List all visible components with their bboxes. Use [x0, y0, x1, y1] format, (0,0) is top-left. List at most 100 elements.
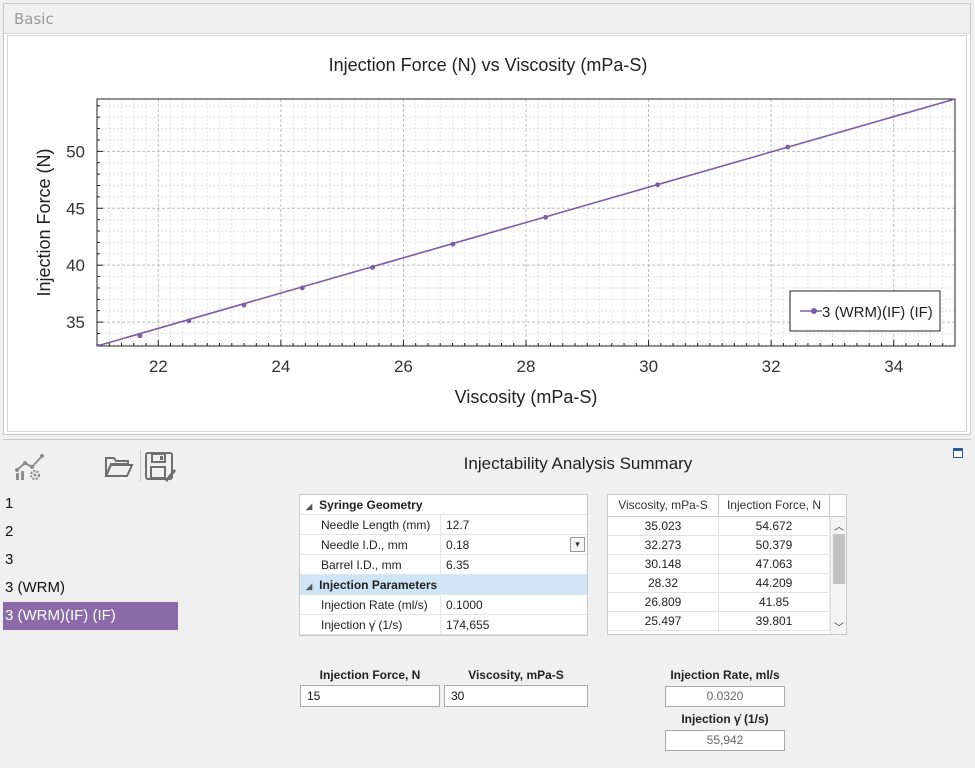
- chart-panel: Basic 22 24 26 28 30 32 34 35 40 45 50 Injection Fo…: [3, 3, 971, 435]
- table-row[interactable]: 30.148 47.063: [608, 555, 846, 574]
- column-header-force[interactable]: Injection Force, N: [719, 495, 830, 516]
- data-point: [655, 182, 661, 188]
- property-grid: ◢ Syringe Geometry Needle Length (mm) 12.…: [299, 494, 588, 636]
- category-injection-parameters[interactable]: ◢ Injection Parameters: [300, 575, 587, 595]
- x-tick-label: 30: [639, 357, 658, 376]
- y-axis-title: Injection Force (N): [34, 148, 54, 296]
- injection-rate-output: 0.0320: [665, 686, 785, 707]
- table-row[interactable]: 28.32 44.209: [608, 574, 846, 593]
- category-label: Injection Parameters: [319, 578, 438, 592]
- x-tick-label: 22: [149, 357, 168, 376]
- analysis-panel: Injectability Analysis Summary 1 2 3 3 (…: [3, 439, 971, 768]
- property-label: Needle I.D., mm: [300, 535, 441, 554]
- line-chart-gear-icon[interactable]: [13, 450, 47, 482]
- tab-basic[interactable]: Basic: [4, 4, 970, 34]
- needle-length-value[interactable]: 12.7: [446, 518, 470, 532]
- chevron-down-icon[interactable]: ▾: [570, 537, 585, 552]
- x-tick-label: 34: [884, 357, 903, 376]
- property-label: Needle Length (mm): [300, 515, 441, 534]
- data-table: Viscosity, mPa-S Injection Force, N 35.0…: [607, 494, 847, 635]
- save-edit-icon[interactable]: [143, 450, 177, 482]
- data-point: [785, 144, 791, 150]
- property-row[interactable]: Injection γ̇ (1/s) 174,655: [300, 615, 587, 635]
- table-cell: 54.672: [719, 517, 830, 535]
- line-chart: 22 24 26 28 30 32 34 35 40 45 50 Injection Force (N…: [34, 55, 956, 407]
- viscosity-label: Viscosity, mPa-S: [468, 668, 564, 682]
- needle-id-value[interactable]: 0.18 ▾: [441, 535, 587, 554]
- x-tick-label: 24: [271, 357, 290, 376]
- viscosity-input[interactable]: 30: [444, 685, 588, 707]
- property-row[interactable]: Barrel I.D., mm 6.35: [300, 555, 587, 575]
- data-point: [186, 318, 192, 324]
- table-row[interactable]: 26.809 41.85: [608, 593, 846, 612]
- category-syringe-geometry[interactable]: ◢ Syringe Geometry: [300, 495, 587, 515]
- table-cell: 47.063: [719, 555, 830, 573]
- property-row[interactable]: Injection Rate (ml/s) 0.1000: [300, 595, 587, 615]
- y-tick-label: 45: [66, 199, 85, 218]
- injection-shear-value[interactable]: 174,655: [446, 618, 490, 632]
- dataset-list: 1 2 3 3 (WRM) 3 (WRM)(IF) (IF): [3, 490, 178, 630]
- toolbar-divider: [140, 450, 141, 482]
- barrel-id-value[interactable]: 6.35: [446, 558, 470, 572]
- table-cell: 30.148: [608, 555, 719, 573]
- force-label: Injection Force, N: [319, 668, 421, 682]
- x-tick-label: 28: [517, 357, 536, 376]
- table-cell: 35.023: [608, 517, 719, 535]
- table-cell: 26.809: [608, 593, 719, 611]
- chart-area: 22 24 26 28 30 32 34 35 40 45 50 Injection Force (N…: [7, 35, 967, 432]
- collapse-triangle-icon[interactable]: ◢: [306, 582, 313, 591]
- table-cell: 28.32: [608, 574, 719, 592]
- vertical-scrollbar[interactable]: ︿ ﹀: [830, 517, 846, 634]
- y-tick-label: 40: [66, 256, 85, 275]
- data-point: [241, 302, 247, 308]
- data-point: [137, 333, 143, 339]
- list-item[interactable]: 2: [5, 523, 14, 540]
- scroll-up-icon[interactable]: ︿: [834, 522, 844, 533]
- scrollbar-thumb[interactable]: [833, 534, 845, 584]
- data-point: [299, 285, 305, 291]
- legend-marker: [811, 308, 817, 314]
- y-tick-label: 50: [66, 142, 85, 161]
- tab-basic-label: Basic: [14, 10, 54, 28]
- injection-shear-output: 55,942: [665, 730, 785, 751]
- data-point: [370, 265, 376, 270]
- folder-open-icon[interactable]: [103, 452, 135, 480]
- category-label: Syringe Geometry: [319, 498, 423, 512]
- x-tick-label: 26: [394, 357, 413, 376]
- table-cell: 44.209: [719, 574, 830, 592]
- list-item[interactable]: 3 (WRM): [5, 579, 65, 596]
- table-header: Viscosity, mPa-S Injection Force, N: [608, 495, 846, 517]
- shear-label: Injection γ̇ (1/s): [681, 712, 769, 726]
- property-row[interactable]: Needle Length (mm) 12.7: [300, 515, 587, 535]
- data-point: [450, 241, 456, 247]
- table-row[interactable]: 35.023 54.672: [608, 517, 846, 536]
- list-item[interactable]: 3: [5, 551, 14, 568]
- injection-rate-value[interactable]: 0.1000: [446, 598, 483, 612]
- data-point: [543, 214, 549, 220]
- property-label: Barrel I.D., mm: [300, 555, 441, 574]
- y-tick-label: 35: [66, 313, 85, 332]
- needle-id-text: 0.18: [446, 538, 470, 552]
- property-label: Injection γ̇ (1/s): [300, 615, 441, 634]
- table-cell: 32.273: [608, 536, 719, 554]
- list-item[interactable]: 1: [5, 495, 14, 512]
- scroll-down-icon[interactable]: ﹀: [834, 623, 844, 634]
- property-label: Injection Rate (ml/s): [300, 595, 441, 614]
- summary-title: Injectability Analysis Summary: [463, 454, 693, 473]
- table-cell: 39.801: [719, 612, 830, 630]
- legend-label: 3 (WRM)(IF) (IF): [822, 304, 933, 321]
- chart-title: Injection Force (N) vs Viscosity (mPa-S): [329, 55, 648, 75]
- table-row[interactable]: 25.497 39.801: [608, 612, 846, 631]
- injection-force-input[interactable]: 15: [300, 685, 440, 707]
- minimize-icon[interactable]: [953, 448, 963, 458]
- table-cell: 25.497: [608, 612, 719, 630]
- table-cell: 41.85: [719, 593, 830, 611]
- property-row[interactable]: Needle I.D., mm 0.18 ▾: [300, 535, 587, 555]
- table-cell: 50.379: [719, 536, 830, 554]
- column-header-viscosity[interactable]: Viscosity, mPa-S: [608, 495, 719, 516]
- collapse-triangle-icon[interactable]: ◢: [306, 502, 313, 511]
- list-item-selected[interactable]: 3 (WRM)(IF) (IF): [3, 602, 178, 630]
- rate-label: Injection Rate, ml/s: [670, 668, 780, 682]
- series-line: [96, 98, 956, 347]
- table-row[interactable]: 32.273 50.379: [608, 536, 846, 555]
